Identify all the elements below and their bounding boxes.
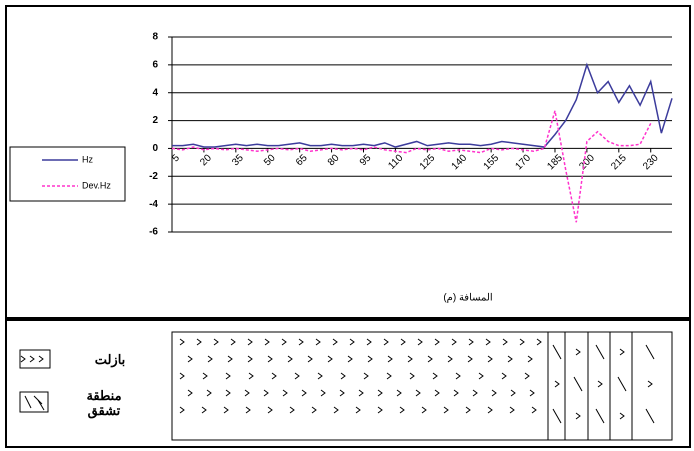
y-tick-label: 6 (152, 59, 158, 70)
y-tick-label: -4 (149, 199, 158, 210)
lithology-frame (6, 320, 690, 447)
legend-label: منطقة تشقق (82, 388, 126, 418)
y-tick-label: -2 (149, 171, 158, 182)
legend-label: Dev.Hz (82, 180, 111, 190)
legend-label: بازلت (80, 352, 140, 367)
y-tick-label: 4 (152, 87, 158, 98)
legend-label: Hz (82, 154, 93, 164)
y-tick-label: 0 (152, 143, 158, 154)
y-tick-label: -6 (149, 227, 158, 238)
x-axis-title: المسافة (م) (443, 293, 492, 304)
page: المسافة (م) -6-4-20246852035506580951101… (0, 0, 694, 451)
y-tick-label: 8 (152, 32, 158, 43)
y-tick-label: 2 (152, 115, 158, 126)
legend-box (10, 147, 125, 201)
chart: المسافة (م) -6-4-20246852035506580951101… (0, 0, 694, 451)
